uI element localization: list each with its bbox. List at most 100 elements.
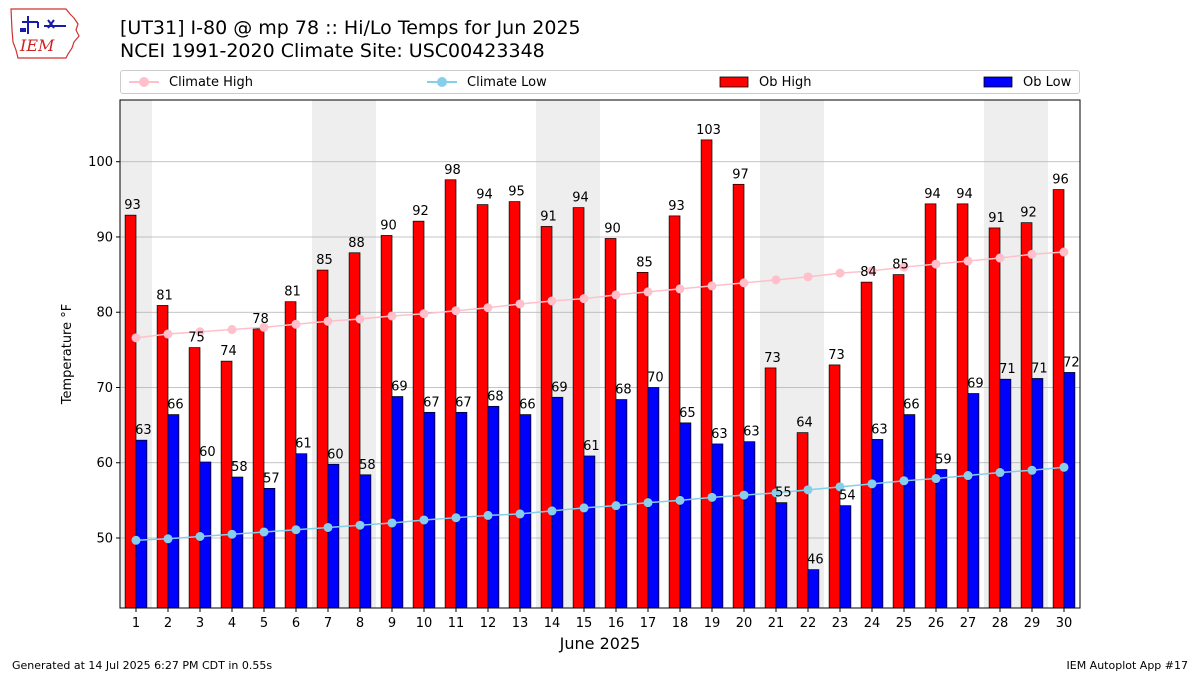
climate-low-line bbox=[135, 466, 1065, 542]
legend-item-climate-low: Climate Low bbox=[427, 71, 547, 93]
x-tick-label-11: 11 bbox=[448, 616, 465, 631]
climate-high-point-day-19 bbox=[707, 281, 717, 291]
climate-low-point-day-22 bbox=[803, 485, 813, 495]
ob-high-value-label-day-15: 94 bbox=[572, 191, 589, 206]
climate-low-point-day-14 bbox=[547, 506, 557, 516]
climate-low-point-day-27 bbox=[963, 471, 973, 481]
climate-low-point-day-26 bbox=[931, 474, 941, 484]
ob-high-value-label-day-2: 81 bbox=[156, 288, 173, 303]
x-tick-label-22: 22 bbox=[800, 616, 817, 631]
ob-high-value-label-day-14: 91 bbox=[540, 209, 557, 224]
x-tick-label-2: 2 bbox=[164, 616, 172, 631]
ob-low-value-label-day-14: 69 bbox=[551, 380, 568, 395]
x-tick-label-3: 3 bbox=[196, 616, 204, 631]
climate-high-point-day-26 bbox=[931, 259, 941, 269]
ob-low-bar-day-24 bbox=[871, 439, 884, 609]
ob-high-swatch-icon bbox=[719, 76, 749, 88]
x-tick-label-6: 6 bbox=[292, 616, 300, 631]
weekend-shade-day-14 bbox=[536, 100, 568, 608]
climate-high-point-day-18 bbox=[675, 284, 685, 294]
climate-high-point-day-8 bbox=[355, 314, 365, 324]
ob-high-value-label-day-17: 85 bbox=[636, 255, 653, 270]
climate-low-point-day-19 bbox=[707, 492, 717, 502]
climate-low-point-day-3 bbox=[195, 532, 205, 542]
ob-high-bar-day-16 bbox=[604, 238, 617, 609]
x-tick-label-8: 8 bbox=[356, 616, 364, 631]
ob-low-bar-day-16 bbox=[615, 399, 628, 609]
ob-low-value-label-day-2: 66 bbox=[167, 398, 184, 413]
ob-high-value-label-day-27: 94 bbox=[956, 187, 973, 202]
ob-high-bar-day-17 bbox=[636, 271, 649, 609]
ob-high-bar-day-12 bbox=[476, 204, 489, 609]
ob-low-value-label-day-10: 67 bbox=[423, 395, 440, 410]
climate-low-point-day-15 bbox=[579, 503, 589, 513]
chart-legend: Climate High Climate Low Ob High Ob Low bbox=[120, 70, 1080, 94]
ob-low-bar-day-11 bbox=[455, 411, 468, 609]
ob-high-value-label-day-16: 90 bbox=[604, 221, 621, 236]
climate-low-point-day-2 bbox=[163, 534, 173, 544]
ob-low-bar-day-20 bbox=[743, 441, 756, 609]
y-tick-label-90: 90 bbox=[96, 230, 113, 245]
climate-high-point-day-23 bbox=[835, 268, 845, 278]
weekend-shade-day-22 bbox=[792, 100, 824, 608]
climate-low-point-day-6 bbox=[291, 525, 301, 535]
x-tick-label-14: 14 bbox=[544, 616, 561, 631]
climate-high-point-day-7 bbox=[323, 316, 333, 326]
weekend-shading bbox=[120, 100, 1048, 608]
climate-low-point-day-18 bbox=[675, 495, 685, 505]
ob-high-value-label-day-29: 92 bbox=[1020, 206, 1037, 221]
ob-low-value-label-day-5: 57 bbox=[263, 471, 280, 486]
iem-logo: IEM bbox=[10, 8, 80, 59]
ob-high-bar-day-1 bbox=[124, 214, 137, 609]
ob-low-value-label-day-3: 60 bbox=[199, 445, 216, 460]
ob-low-bar-day-13 bbox=[519, 414, 532, 609]
climate-high-line-icon bbox=[129, 77, 159, 87]
legend-label-ob-low: Ob Low bbox=[1023, 74, 1072, 90]
ob-low-bar-day-30 bbox=[1063, 372, 1076, 609]
y-tick-label-50: 50 bbox=[96, 532, 113, 547]
ob-low-value-label-day-24: 63 bbox=[871, 422, 888, 437]
ob-high-bar-day-7 bbox=[316, 269, 329, 609]
ob-low-bar-day-28 bbox=[999, 378, 1012, 609]
ob-low-value-label-day-26: 59 bbox=[935, 453, 952, 468]
ob-high-value-label-day-5: 78 bbox=[252, 312, 269, 327]
ob-high-bar-day-13 bbox=[508, 201, 521, 609]
climate-high-point-day-13 bbox=[515, 299, 525, 309]
ob-low-value-label-day-28: 71 bbox=[999, 362, 1016, 377]
ob-high-bar-day-27 bbox=[956, 203, 969, 609]
climate-low-point-day-28 bbox=[995, 468, 1005, 478]
climate-low-point-day-16 bbox=[611, 501, 621, 511]
ob-high-bar-day-23 bbox=[828, 364, 841, 609]
x-tick-label-27: 27 bbox=[960, 616, 977, 631]
ob-low-value-label-day-1: 63 bbox=[135, 423, 152, 438]
climate-lines bbox=[131, 247, 1069, 545]
ob-low-value-label-day-22: 46 bbox=[807, 553, 824, 568]
climate-high-point-day-1 bbox=[131, 333, 141, 343]
x-tick-label-16: 16 bbox=[608, 616, 625, 631]
ob-low-value-label-day-13: 66 bbox=[519, 398, 536, 413]
climate-high-point-day-16 bbox=[611, 290, 621, 300]
ob-low-value-label-day-17: 70 bbox=[647, 370, 664, 385]
ob-low-bar-day-8 bbox=[359, 474, 372, 609]
ob-low-value-label-day-21: 55 bbox=[775, 486, 792, 501]
climate-high-point-day-27 bbox=[963, 256, 973, 266]
climate-high-point-day-28 bbox=[995, 253, 1005, 263]
climate-low-point-day-11 bbox=[451, 513, 461, 523]
ob-high-value-label-day-13: 95 bbox=[508, 185, 525, 200]
climate-high-point-day-30 bbox=[1059, 247, 1069, 257]
ob-high-value-label-day-25: 85 bbox=[892, 258, 909, 273]
climate-low-point-day-1 bbox=[131, 535, 141, 545]
climate-low-point-day-29 bbox=[1027, 465, 1037, 475]
ob-low-bar-day-26 bbox=[935, 469, 948, 609]
y-axis: 50 60 70 80 90 100 bbox=[88, 155, 120, 547]
climate-low-point-day-30 bbox=[1059, 462, 1069, 472]
climate-low-point-day-9 bbox=[387, 518, 397, 528]
climate-low-point-day-13 bbox=[515, 509, 525, 519]
ob-high-value-label-day-24: 84 bbox=[860, 265, 877, 280]
ob-high-bar-day-8 bbox=[348, 252, 361, 609]
ob-low-value-label-day-29: 71 bbox=[1031, 361, 1048, 376]
ob-high-value-label-day-7: 85 bbox=[316, 253, 333, 268]
plot-frame bbox=[119, 99, 1081, 609]
x-tick-label-20: 20 bbox=[736, 616, 753, 631]
